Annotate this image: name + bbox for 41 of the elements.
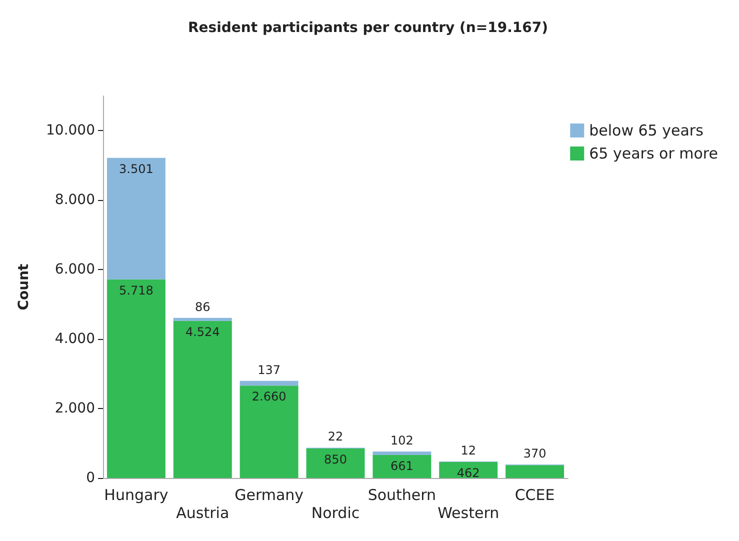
y-tick-label: 8.000 bbox=[54, 192, 95, 208]
bar bbox=[240, 386, 298, 478]
data-label: 850 bbox=[324, 452, 347, 466]
chart-title: Resident participants per country (n=19.167) bbox=[188, 20, 548, 36]
x-tick-label: Southern bbox=[368, 486, 436, 504]
x-tick-label: CCEE bbox=[514, 486, 555, 504]
x-tick-label: Hungary bbox=[104, 486, 168, 504]
data-label: 462 bbox=[456, 466, 480, 480]
x-tick-label: Western bbox=[438, 504, 500, 522]
data-label: 3.501 bbox=[119, 162, 154, 176]
data-label: 5.718 bbox=[119, 283, 154, 298]
data-label: 370 bbox=[523, 446, 546, 460]
data-label: 661 bbox=[390, 459, 414, 474]
x-tick-label: Germany bbox=[234, 486, 304, 504]
y-tick-label: 2.000 bbox=[54, 400, 95, 417]
bar bbox=[240, 380, 298, 386]
y-axis-title: Count bbox=[16, 263, 32, 310]
data-label: 102 bbox=[390, 434, 414, 448]
legend-label: below 65 years bbox=[589, 122, 704, 140]
bar bbox=[106, 158, 166, 280]
data-label: 137 bbox=[258, 362, 281, 377]
y-tick-label: 6.000 bbox=[54, 262, 95, 278]
data-label: 86 bbox=[195, 300, 210, 314]
x-tick-label: Nordic bbox=[311, 504, 360, 522]
bar bbox=[106, 279, 166, 478]
data-label: 2.660 bbox=[252, 390, 286, 404]
y-tick-label: 4.000 bbox=[54, 331, 95, 348]
x-tick-label: Austria bbox=[176, 504, 230, 522]
bar bbox=[439, 462, 498, 478]
bar bbox=[372, 452, 432, 456]
legend-label: 65 years or more bbox=[589, 144, 718, 162]
bar bbox=[173, 320, 232, 478]
data-label: 4.524 bbox=[185, 324, 220, 339]
y-tick-label: 10.000 bbox=[46, 122, 95, 139]
data-label: 22 bbox=[328, 430, 344, 444]
y-tick-label: 0 bbox=[86, 470, 95, 486]
bar bbox=[506, 465, 564, 478]
bar bbox=[173, 318, 232, 321]
bar bbox=[306, 448, 365, 478]
data-label: 12 bbox=[460, 444, 476, 458]
bar bbox=[372, 455, 432, 478]
